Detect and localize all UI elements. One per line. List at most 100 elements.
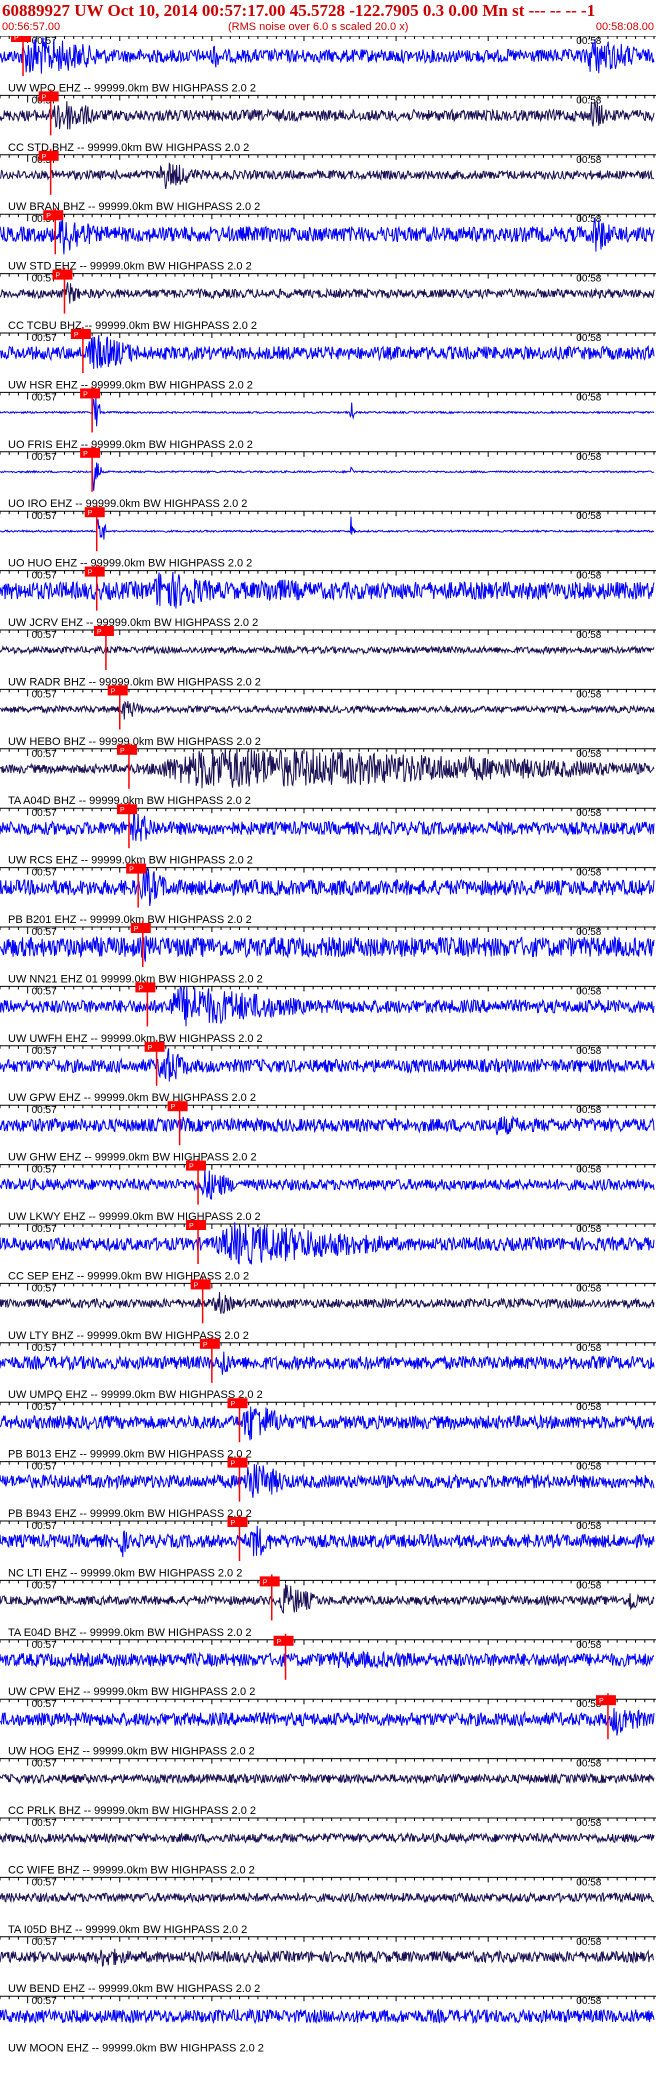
tick-label: 00:57 <box>32 1580 57 1591</box>
pick-label: P <box>189 1223 194 1230</box>
waveform-trace <box>0 335 655 369</box>
pick-flag <box>93 626 114 636</box>
tick-label: 00:58 <box>576 1165 601 1176</box>
waveform-trace <box>0 1169 655 1200</box>
pick-label: P <box>263 1579 268 1586</box>
waveform-trace <box>0 1292 655 1314</box>
tick-label: 00:57 <box>32 1759 57 1770</box>
waveform-trace <box>0 1584 655 1614</box>
pick-flag <box>227 1398 248 1409</box>
tick-label: 00:58 <box>576 1046 601 1057</box>
station-label: CC PRLK BHZ -- 99999.0km BW HIGHPASS 2.0… <box>8 1805 256 1817</box>
tick-label: 00:57 <box>32 1165 57 1176</box>
tick-label: 00:57 <box>32 1699 57 1710</box>
station-label: TA I05D BHZ -- 99999.0km BW HIGHPASS 2.0… <box>8 1924 247 1936</box>
pick-label: P <box>88 570 93 577</box>
waveform-trace <box>0 1222 655 1265</box>
tick-label: 00:58 <box>576 36 601 47</box>
station-label: CC TCBU BHZ -- 99999.0km BW HIGHPASS 2.0… <box>8 320 257 332</box>
tick-label: 00:58 <box>576 333 601 344</box>
tick-label: 00:57 <box>32 1046 57 1057</box>
station-label: NC LTI EHZ -- 99999.0km BW HIGHPASS 2.0 … <box>8 1567 242 1579</box>
pick-flag <box>52 269 73 280</box>
waveform-trace <box>0 1831 655 1845</box>
pick-label: P <box>138 985 143 992</box>
seismogram-plot: 00:57 00:58 P UW WPO EHZ -- 99999.0km BW HI… <box>0 36 656 2055</box>
time-range-bar: 00:56:57.00 (RMS noise over 6.0 s scaled… <box>0 21 656 35</box>
pick-label: P <box>14 36 19 42</box>
pick-label: P <box>171 1104 176 1111</box>
pick-flag <box>259 1576 280 1587</box>
pick-flag <box>38 150 59 161</box>
waveform-trace <box>0 868 655 906</box>
tick-label: 00:57 <box>32 1640 57 1651</box>
waveform-trace <box>0 462 655 491</box>
station-label: UW GHW EHZ -- 99999.0km BW HIGHPASS 2.0 … <box>8 1152 257 1164</box>
pick-flag <box>227 1457 248 1468</box>
pick-label: P <box>194 1282 199 1289</box>
pick-flag <box>186 1220 207 1230</box>
station-label: UW WPO EHZ -- 99999.0km BW HIGHPASS 2.0 … <box>8 82 256 94</box>
waveform-trace <box>0 700 655 720</box>
tick-label: 00:58 <box>576 214 601 225</box>
pick-flag <box>595 1695 616 1706</box>
pick-flag <box>126 863 147 874</box>
tick-label: 00:58 <box>576 95 601 106</box>
tick-label: 00:58 <box>576 689 601 700</box>
waveform-trace <box>0 282 655 304</box>
station-label: UW BEND EHZ -- 99999.0km BW HIGHPASS 2.0… <box>8 1983 260 1995</box>
tick-label: 00:57 <box>32 1937 57 1948</box>
waveform-trace <box>0 101 655 130</box>
waveform-trace <box>0 1115 655 1136</box>
tick-label: 00:58 <box>576 1996 601 2007</box>
pick-flag <box>273 1635 294 1646</box>
pick-label: P <box>74 332 79 339</box>
waveform-trace <box>0 986 655 1027</box>
pick-flag <box>80 388 101 399</box>
tick-label: 00:58 <box>576 808 601 819</box>
station-label: UW JCRV EHZ -- 99999.0km BW HIGHPASS 2.0… <box>8 617 258 629</box>
tick-label: 00:58 <box>576 155 601 166</box>
tick-label: 00:58 <box>576 1224 601 1235</box>
waveform-trace <box>0 162 655 190</box>
tick-label: 00:57 <box>32 1462 57 1473</box>
station-label: CC WIFE BHZ -- 99999.0km BW HIGHPASS 2.0… <box>8 1864 255 1876</box>
tick-label: 00:57 <box>32 1818 57 1829</box>
pick-flag <box>199 1338 220 1349</box>
pick-flag <box>107 685 128 696</box>
waveform-trace <box>0 1891 655 1904</box>
pick-label: P <box>230 1401 235 1408</box>
tick-label: 00:57 <box>32 749 57 760</box>
station-label: UW HSR EHZ -- 99999.0km BW HIGHPASS 2.0 … <box>8 379 253 391</box>
station-label: UW LTY BHZ -- 99999.0km BW HIGHPASS 2.0 … <box>8 1330 249 1342</box>
station-label: UW BRAN BHZ -- 99999.0km BW HIGHPASS 2.0… <box>8 201 260 213</box>
station-label: PB B943 EHZ -- 99999.0km BW HIGHPASS 2.0… <box>8 1508 252 1520</box>
pick-flag <box>80 447 101 458</box>
waveform-trace <box>0 216 655 255</box>
waveform-trace <box>0 748 655 789</box>
tick-label: 00:58 <box>576 511 601 522</box>
tick-label: 00:58 <box>576 1283 601 1294</box>
pick-flag <box>116 744 137 755</box>
waveform-trace <box>0 37 655 74</box>
tick-label: 00:58 <box>576 1818 601 1829</box>
station-label: UW RCS EHZ -- 99999.0km BW HIGHPASS 2.0 … <box>8 855 253 867</box>
station-label: UO HUO EHZ -- 99999.0km BW HIGHPASS 2.0 … <box>8 558 252 570</box>
tick-label: 00:58 <box>576 1580 601 1591</box>
tick-label: 00:57 <box>32 689 57 700</box>
tick-label: 00:57 <box>32 1343 57 1354</box>
pick-label: P <box>42 154 47 161</box>
station-label: UO FRIS EHZ -- 99999.0km BW HIGHPASS 2.0… <box>8 439 253 451</box>
waveform-trace <box>0 935 655 962</box>
tick-label: 00:58 <box>576 749 601 760</box>
pick-flag <box>186 1160 207 1171</box>
station-label: PB B201 EHZ -- 99999.0km BW HIGHPASS 2.0… <box>8 914 252 926</box>
tick-label: 00:58 <box>576 1105 601 1116</box>
tick-label: 00:57 <box>32 452 57 463</box>
station-label: TA E04D BHZ -- 99999.0km BW HIGHPASS 2.0… <box>8 1627 252 1639</box>
waveform-trace <box>0 1525 655 1558</box>
pick-flag <box>84 566 105 577</box>
tick-label: 00:57 <box>32 36 57 47</box>
tick-label: 00:57 <box>32 1402 57 1413</box>
pick-label: P <box>599 1698 604 1705</box>
